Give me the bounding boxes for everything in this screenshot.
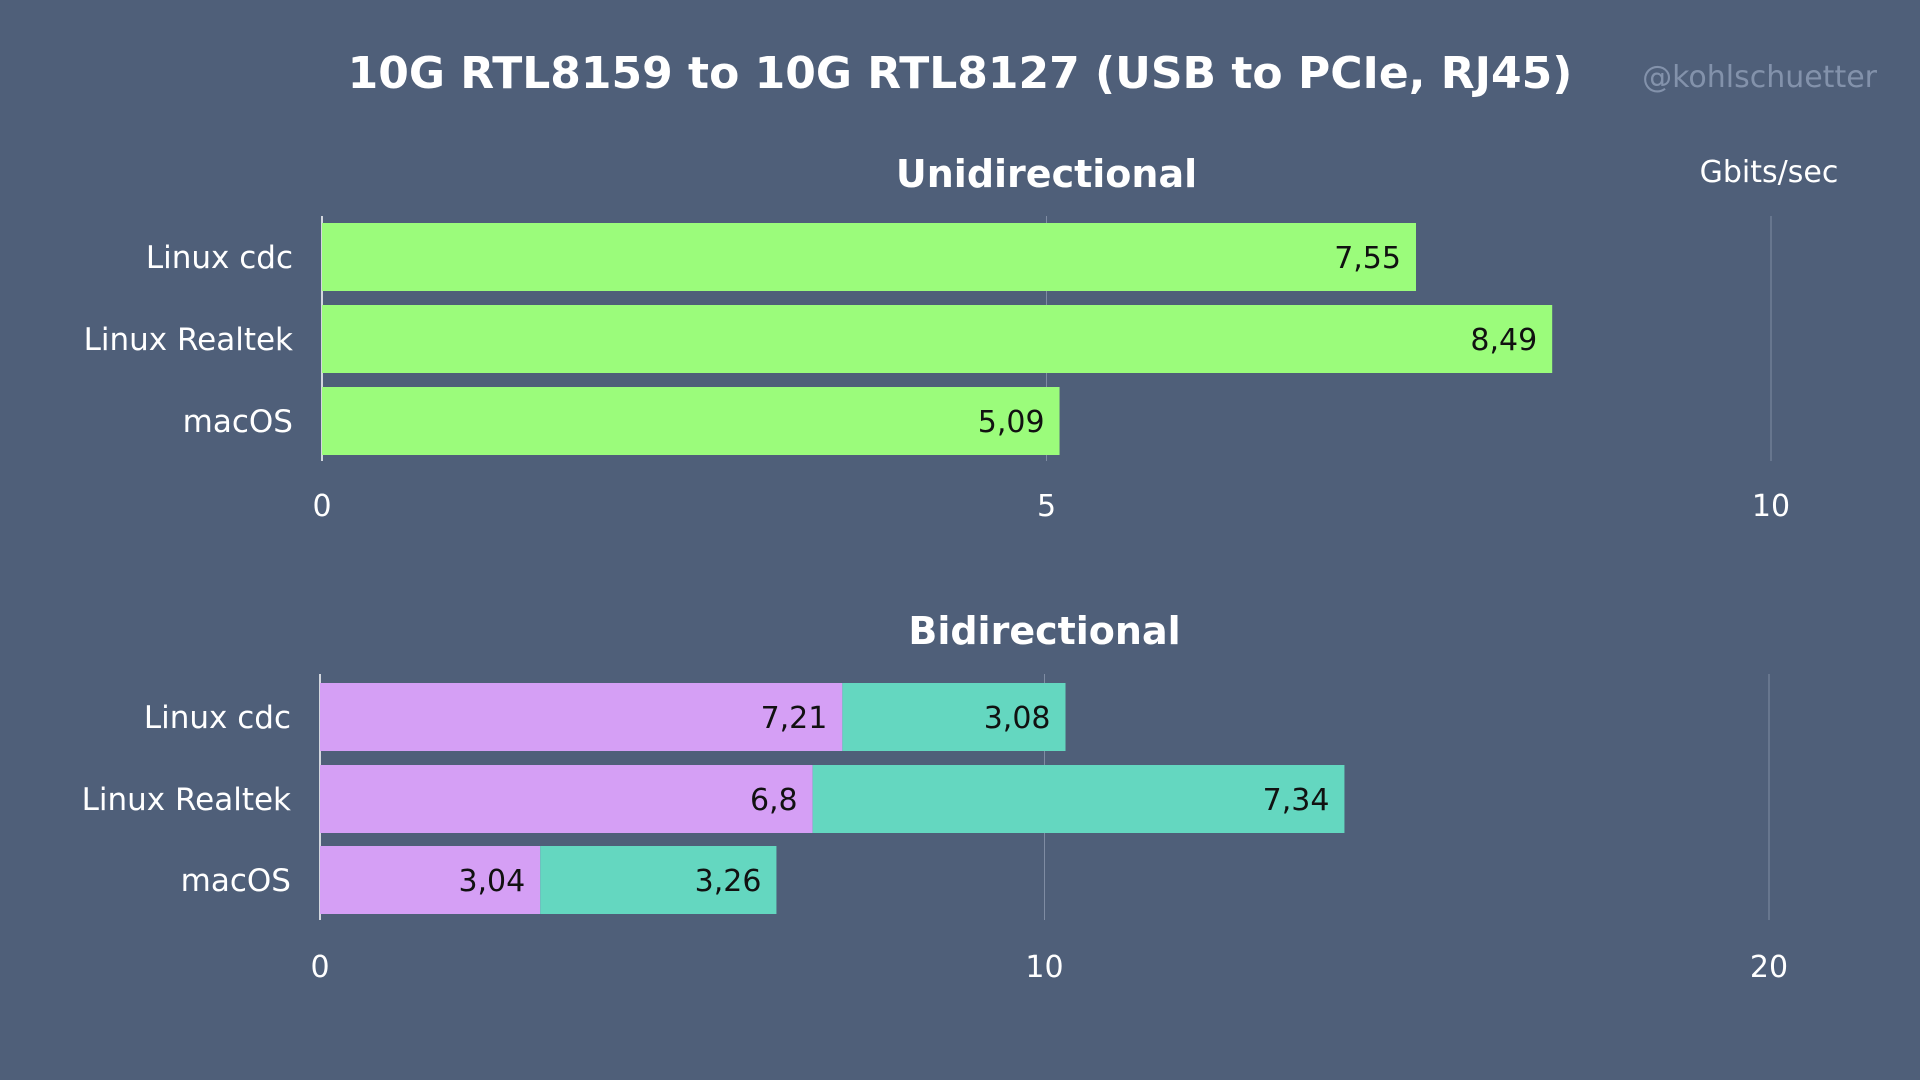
panel-2-bar-1 bbox=[320, 765, 813, 833]
panel-1-tick-label: 0 bbox=[312, 489, 331, 524]
panel-2-value-label: 7,21 bbox=[761, 701, 828, 736]
panel-2-bar-2 bbox=[812, 765, 1345, 833]
panel-2-category-label: Linux Realtek bbox=[82, 782, 291, 818]
panel-2-bar-1 bbox=[320, 846, 541, 914]
panel-2-value-label: 7,34 bbox=[1263, 783, 1330, 818]
panel-1-category-label: macOS bbox=[183, 404, 293, 440]
panel-1-category-label: Linux Realtek bbox=[84, 322, 293, 358]
panel-2-title: Bidirectional bbox=[908, 609, 1180, 653]
panel-2-category-label: macOS bbox=[181, 863, 291, 899]
panel-1-tick-label: 10 bbox=[1752, 489, 1790, 524]
panel-2-bar-1 bbox=[320, 683, 843, 751]
panel-1-bar-1 bbox=[322, 305, 1553, 373]
watermark: @kohlschuetter bbox=[1642, 60, 1877, 95]
panel-2-value-label: 6,8 bbox=[750, 783, 798, 818]
panel-1-bar-1 bbox=[322, 387, 1060, 455]
panel-2-category-label: Linux cdc bbox=[144, 700, 291, 736]
chart-title: 10G RTL8159 to 10G RTL8127 (USB to PCIe,… bbox=[347, 48, 1573, 99]
panel-2-value-label: 3,08 bbox=[984, 701, 1051, 736]
panel-1-category-label: Linux cdc bbox=[146, 240, 293, 276]
panel-1-value-label: 7,55 bbox=[1334, 241, 1401, 276]
panel-2-bar-2 bbox=[540, 846, 777, 914]
panel-1-title: Unidirectional bbox=[896, 152, 1197, 196]
panel-1-bar-1 bbox=[322, 223, 1416, 291]
panel-2-tick-label: 10 bbox=[1025, 950, 1063, 985]
unit-label: Gbits/sec bbox=[1700, 155, 1839, 190]
panel-2-tick-label: 0 bbox=[310, 950, 329, 985]
panel-2-tick-label: 20 bbox=[1750, 950, 1788, 985]
panel-1-value-label: 8,49 bbox=[1470, 323, 1537, 358]
panel-2-bar-2 bbox=[842, 683, 1066, 751]
panel-1-value-label: 5,09 bbox=[978, 405, 1045, 440]
panel-2-value-label: 3,04 bbox=[458, 864, 525, 899]
panel-2-value-label: 3,26 bbox=[695, 864, 762, 899]
panel-1-tick-label: 5 bbox=[1037, 489, 1056, 524]
